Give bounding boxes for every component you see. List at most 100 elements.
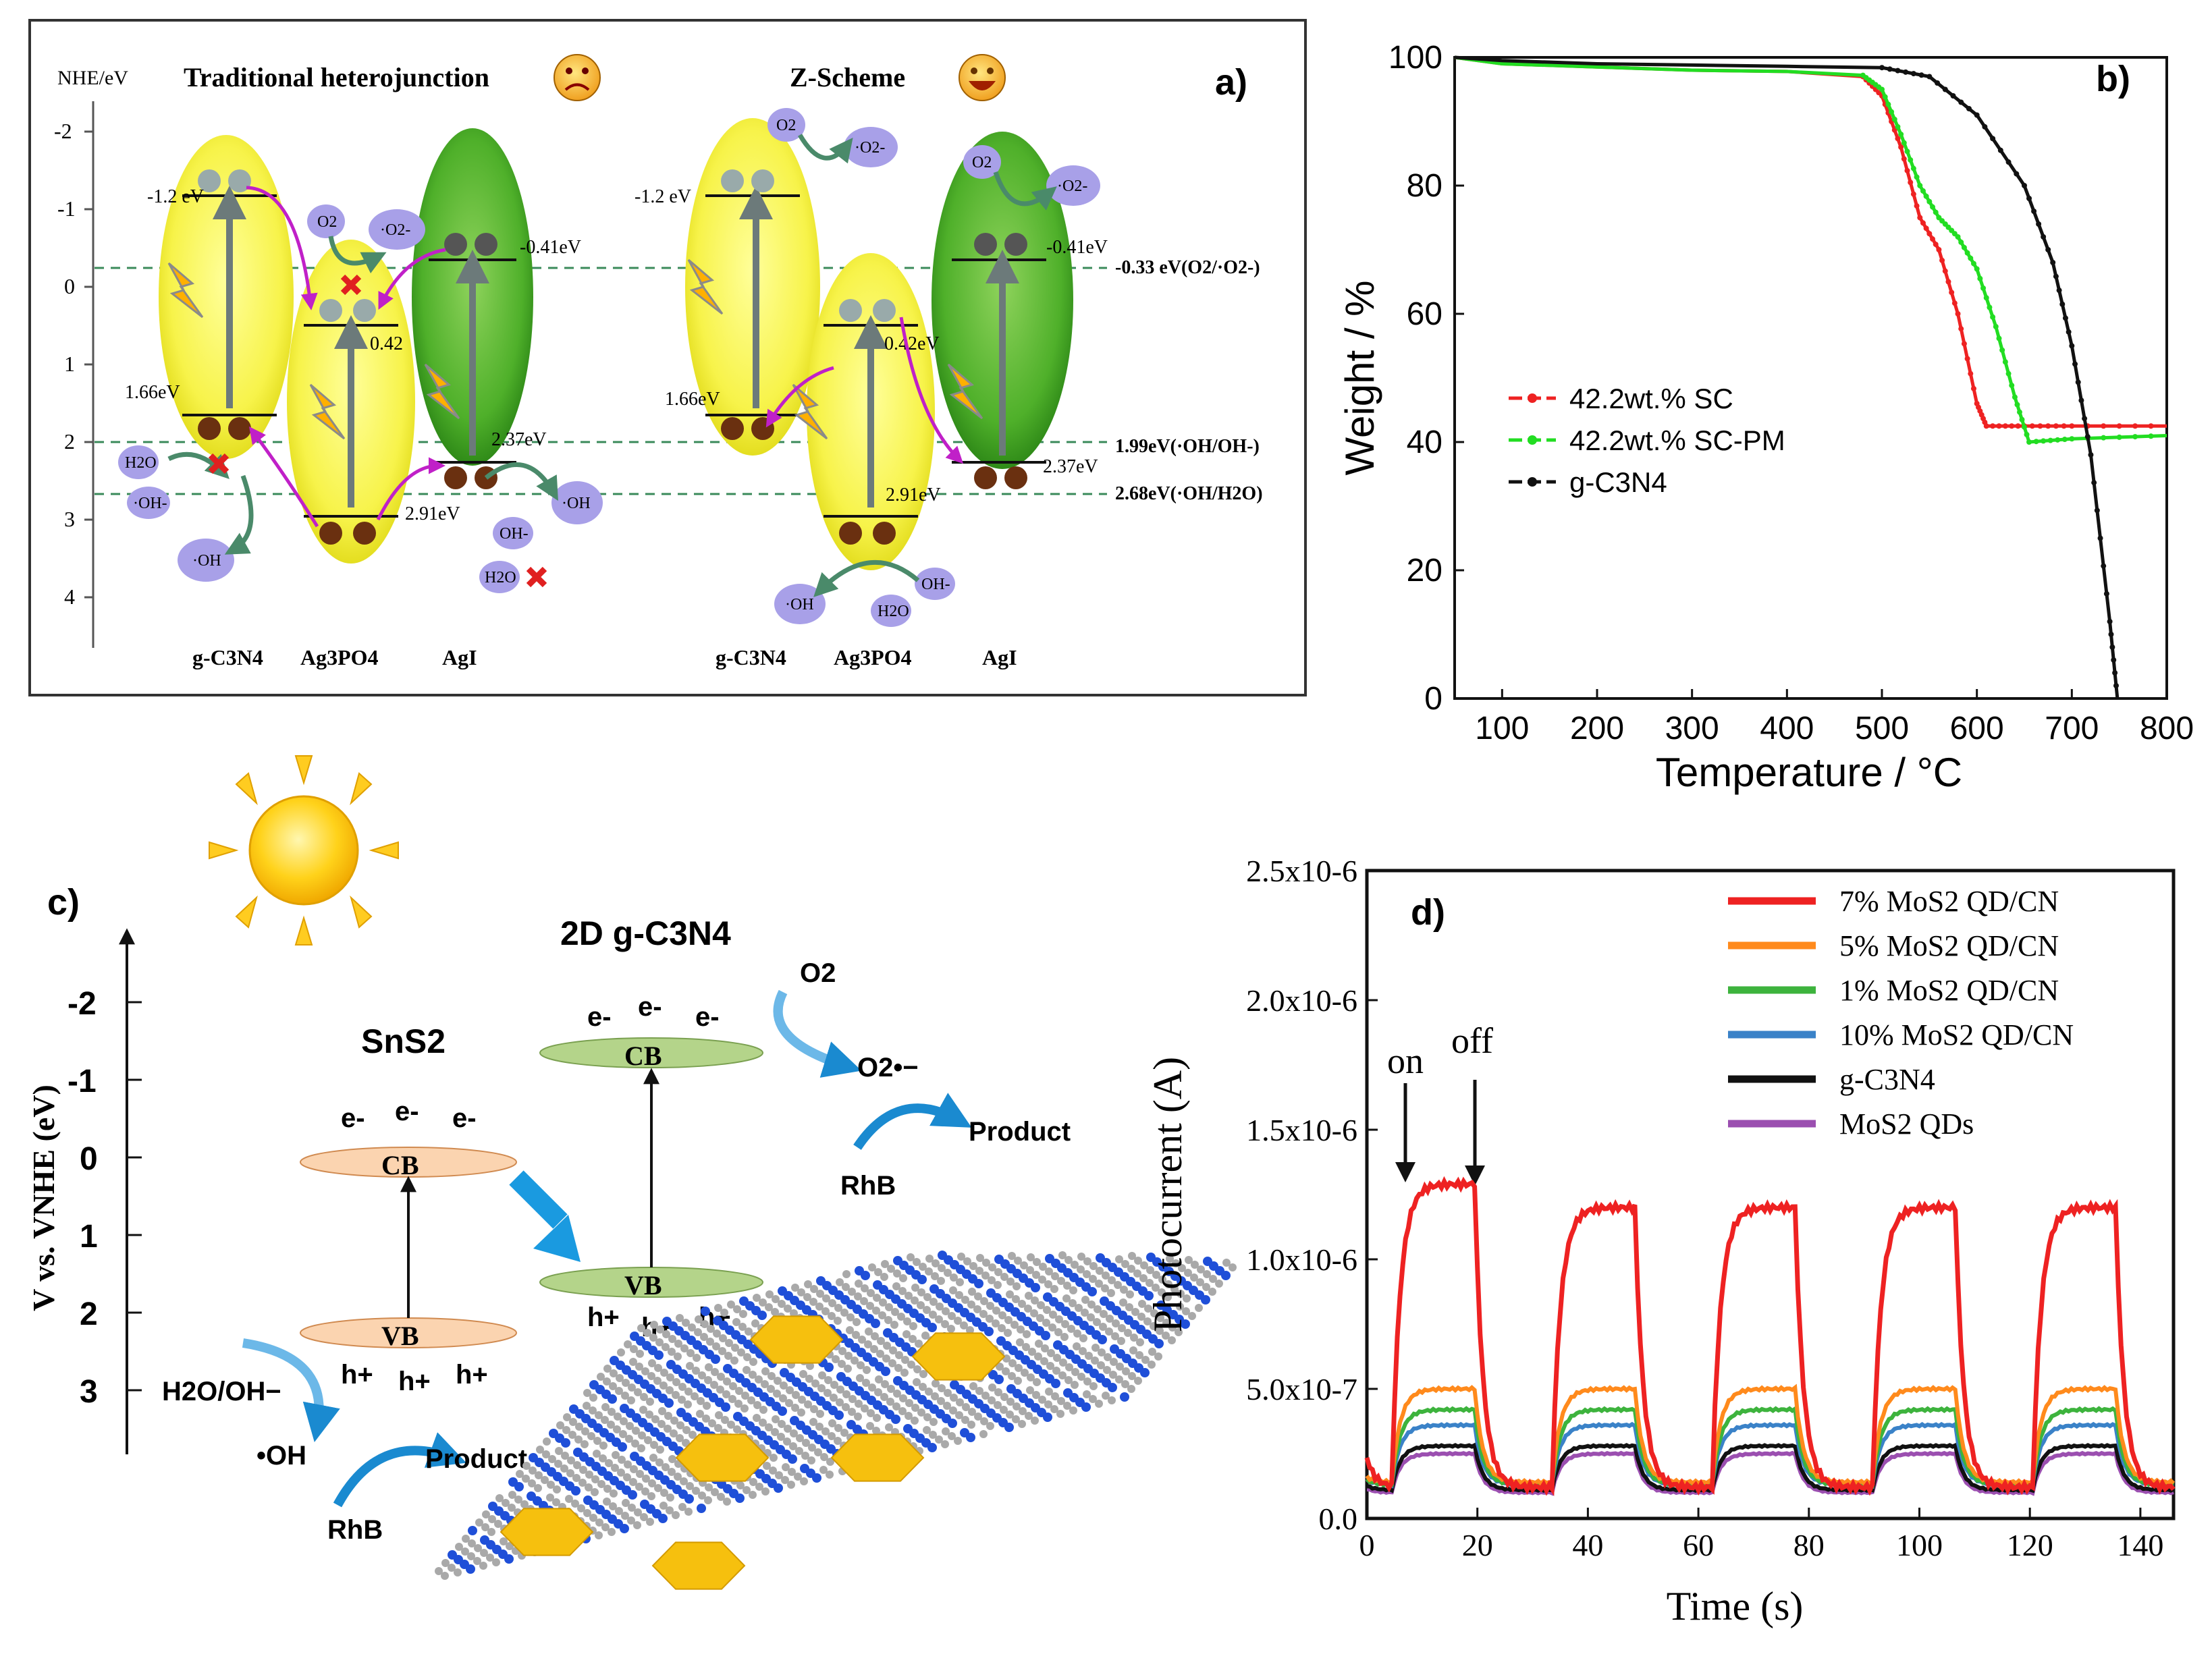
carbon-atom [1166,1255,1174,1263]
carbon-atom [563,1413,571,1421]
series-point [1891,116,1897,122]
carbon-atom [1038,1396,1046,1404]
carbon-atom [654,1484,662,1492]
carbon-atom [1014,1377,1022,1385]
carbon-atom [650,1441,658,1449]
carbon-atom [461,1547,469,1556]
carbon-atom [962,1403,970,1411]
nitrogen-atom [701,1307,710,1316]
series-point [2107,619,2113,624]
level-label: 2.37eV [1043,456,1098,477]
carbon-atom [1094,1305,1102,1313]
carbon-atom [1000,1406,1008,1414]
carbon-atom [479,1562,487,1570]
carbon-atom [1208,1288,1216,1296]
carbon-atom [846,1313,855,1321]
carbon-atom [617,1469,625,1477]
carbon-atom [1096,1267,1104,1275]
series-point [2014,402,2020,408]
carbon-atom [455,1543,463,1551]
carbon-atom [1026,1386,1034,1394]
carbon-atom [696,1410,704,1418]
carbon-atom [842,1403,850,1411]
series-point [2075,379,2081,385]
carbon-atom [1196,1278,1204,1286]
carbon-atom [624,1460,632,1469]
carbon-atom [647,1492,655,1500]
series-point [2108,632,2114,637]
nitrogen-atom [514,1482,524,1491]
nitrogen-atom [1140,1368,1150,1377]
x-tick-label: 60 [1683,1528,1714,1562]
series-point [2026,439,2032,445]
carbon-atom [832,1355,840,1363]
series-point [1990,136,1996,142]
levels-left: -1.2 eV 1.66eV 0.42 2.91eV -0.41eV 2.37e… [125,186,581,524]
material-label: Ag3PO4 [300,645,379,669]
carbon-atom [911,1296,919,1305]
species-label: H2O [485,569,516,586]
carbon-atom [931,1272,939,1280]
series-line-2 [1454,55,2120,699]
series-point [2041,438,2047,444]
carbon-atom [905,1412,913,1420]
carbon-atom [986,1422,994,1430]
carbon-atom [875,1375,883,1383]
series-point [2069,343,2075,349]
series-point [2005,159,2012,165]
carbon-atom [956,1278,964,1286]
carbon-atom [587,1432,595,1440]
series-point [1885,101,1891,107]
carbon-atom [840,1429,848,1437]
photocurrent-series [1364,1176,2176,1496]
carbon-atom [858,1336,866,1344]
series-point [2132,434,2138,440]
carbon-atom [1130,1334,1138,1342]
transfer-arrow [533,1215,581,1262]
nitrogen-atom [871,1319,880,1328]
y-tick-label: 0.0 [1319,1502,1358,1536]
carbon-atom [801,1452,809,1460]
carbon-atom [1004,1316,1013,1324]
carbon-atom [603,1485,612,1493]
carbon-atom [441,1572,449,1580]
carbon-atom [647,1372,655,1380]
carbon-atom [802,1439,810,1447]
series-point [2116,434,2122,440]
carbon-atom [691,1392,699,1400]
carbon-atom [1018,1300,1026,1308]
carbon-atom [1056,1410,1064,1418]
sns2-nanosheet [830,1433,925,1482]
series-point [1983,295,1989,301]
carbon-atom [1063,1402,1071,1410]
carbon-atom [880,1393,888,1401]
carbon-atom [672,1391,680,1399]
series-point [1977,275,1983,281]
carbon-atom [1150,1309,1158,1317]
carbon-atom [948,1432,956,1440]
carbon-atom [866,1422,874,1430]
carbon-atom [674,1473,682,1481]
carbon-atom [1058,1371,1067,1379]
carbon-atom [1083,1390,1091,1398]
carbon-atom [1176,1302,1184,1311]
carbon-atom [979,1430,988,1438]
carbon-atom [786,1386,794,1394]
carbon-atom [935,1315,943,1323]
carbon-atom [781,1476,789,1484]
carbon-atom [819,1466,828,1474]
series-point [1879,86,1885,92]
carbon-atom [1087,1300,1096,1309]
carbon-atom [1083,1377,1091,1386]
o2-radical-label: O2•− [857,1053,919,1082]
carbon-atom [595,1411,603,1419]
carbon-atom [1036,1314,1044,1322]
carbon-atom [753,1401,761,1409]
carbon-atom [655,1338,664,1346]
carbon-atom [1101,1284,1109,1292]
carbon-atom [601,1403,610,1411]
series-point [1990,314,1996,320]
nhe-tick-label: 3 [64,507,75,531]
nitrogen-atom [711,1354,720,1364]
carbon-atom [836,1398,844,1406]
